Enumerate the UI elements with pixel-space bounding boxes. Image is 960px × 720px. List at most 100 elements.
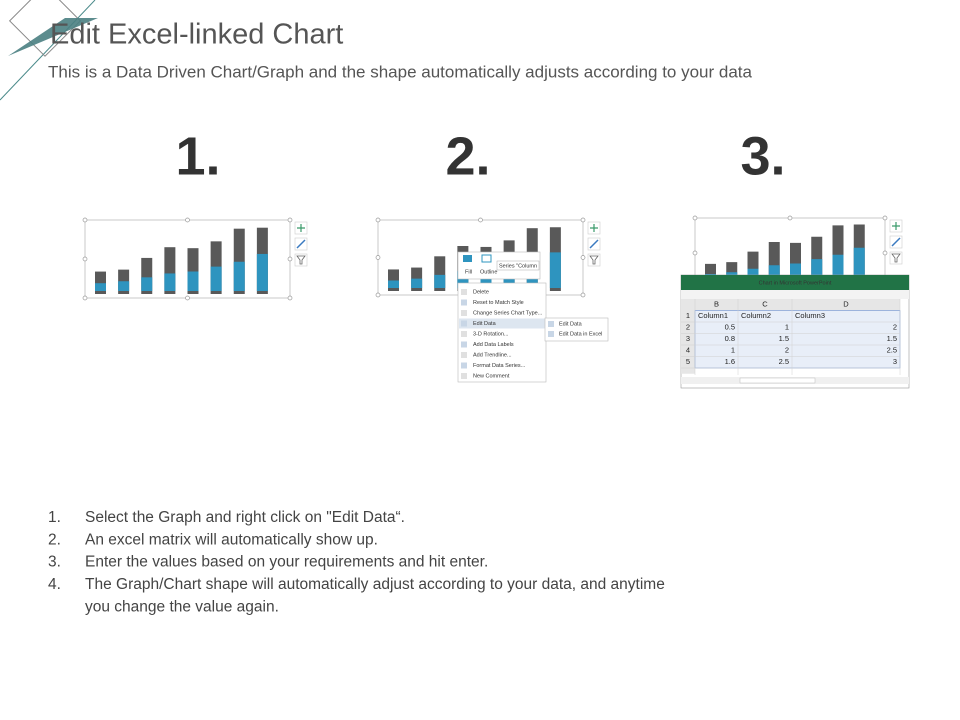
- bar-illustration: [747, 251, 759, 284]
- title-bar: [681, 275, 909, 290]
- bar-illustration: [164, 247, 176, 294]
- handle: [787, 215, 793, 221]
- handle: [692, 250, 698, 256]
- handle: [580, 292, 586, 298]
- scroll-thumb: [739, 377, 816, 384]
- menu-icon: [461, 331, 467, 337]
- bar-illustration: [790, 242, 801, 284]
- row-number: 1: [686, 311, 690, 320]
- column-header: C: [762, 300, 768, 309]
- row-number: 5: [686, 357, 690, 366]
- window-title: Chart in Microsoft PowerPoint: [759, 280, 832, 286]
- menu-icon: [461, 299, 467, 306]
- row-number: 3: [686, 334, 690, 343]
- bar-illustration: [705, 263, 716, 284]
- menu-item: Add Trendline...: [473, 352, 512, 358]
- submenu-box: [544, 317, 609, 342]
- bar-illustration: [388, 269, 399, 291]
- plus-icon: [892, 222, 900, 230]
- menu-item: Add Data Labels: [473, 342, 514, 348]
- menu-icon: [461, 362, 467, 369]
- cell: 2: [893, 323, 897, 332]
- list-text-line: you change the value again.: [85, 598, 279, 615]
- cell: 3: [893, 357, 897, 366]
- menu-item: Reset to Match Style: [473, 300, 524, 306]
- handle: [580, 217, 586, 223]
- cell: Column3: [795, 311, 825, 320]
- filter-icon: [891, 253, 901, 263]
- cell: 1.6: [725, 357, 735, 366]
- handle: [287, 256, 293, 262]
- list-marker: 3.: [48, 554, 61, 571]
- list-text: The Graph/Chart shape will automatically…: [85, 576, 665, 616]
- list-marker: 1.: [48, 509, 61, 526]
- handle: [478, 217, 483, 223]
- menu-icon: [548, 321, 554, 327]
- bar-illustration: [256, 253, 268, 291]
- menu-highlight: [459, 318, 545, 329]
- row-number: 4: [686, 346, 690, 355]
- menu-icon: [461, 373, 467, 379]
- header-row: [681, 299, 900, 311]
- bar-illustration: [768, 265, 780, 281]
- bar-illustration: [832, 254, 844, 281]
- brush-icon: [589, 239, 599, 249]
- handle: [287, 295, 293, 301]
- list-text: An excel matrix will automatically show …: [85, 531, 378, 548]
- submenu-item: Edit Data in Excel: [559, 331, 602, 337]
- bar-illustration: [388, 280, 399, 288]
- step-number: 2.: [445, 126, 490, 186]
- handle: [82, 217, 88, 223]
- handle: [882, 250, 888, 256]
- list-marker: 4.: [48, 576, 61, 593]
- bar-illustration: [233, 261, 245, 291]
- bar-illustration: [164, 273, 176, 291]
- list-text-line: The Graph/Chart shape will automatically…: [85, 576, 665, 593]
- cell: 2.5: [887, 346, 897, 355]
- menu-icon: [461, 320, 467, 327]
- handle: [287, 217, 293, 223]
- toolbar-label: Outline: [480, 269, 497, 275]
- bar-illustration: [141, 277, 153, 291]
- bar-illustration: [790, 263, 801, 281]
- bar-illustration: [95, 283, 106, 291]
- excel-window: Chart in Microsoft PowerPoint B C D 1 Column1…: [680, 274, 910, 389]
- bar-illustration: [768, 242, 780, 284]
- outline-icon: [481, 254, 492, 263]
- menu-box: [457, 282, 547, 383]
- title: Edit Excel-linked Chart: [50, 19, 343, 51]
- toolbar-label: Series "Column: [499, 263, 537, 269]
- cell: 1.5: [779, 334, 789, 343]
- bar-illustration: [853, 247, 865, 281]
- handle: [82, 295, 88, 301]
- menu-item: Format Data Series...: [473, 363, 526, 369]
- column-header: B: [714, 300, 719, 309]
- header-col: [681, 299, 695, 374]
- cell: 0.5: [725, 323, 735, 332]
- menu-icon: [461, 341, 467, 348]
- cell: 0.8: [725, 334, 735, 343]
- filter-icon: [296, 255, 306, 265]
- toolbar-label: Fill: [465, 269, 472, 275]
- bar-illustration: [411, 278, 423, 288]
- cell: 1: [785, 323, 789, 332]
- fill-icon: [463, 255, 472, 262]
- handle: [580, 255, 586, 260]
- brush-icon: [891, 237, 901, 247]
- column-header: D: [843, 300, 849, 309]
- bar-illustration: [141, 257, 153, 294]
- menu-item: Change Series Chart Type...: [473, 310, 543, 316]
- bar-illustration: [95, 271, 106, 294]
- selection: [694, 310, 901, 369]
- brush-icon: [296, 239, 306, 249]
- bar-illustration: [187, 248, 199, 294]
- submenu-item: Edit Data: [559, 321, 583, 327]
- handle: [82, 256, 88, 262]
- bar-illustration: [210, 266, 222, 291]
- corner-decoration: [0, 0, 98, 101]
- list-text: Select the Graph and right click on "Edi…: [85, 509, 405, 526]
- step-number: 3.: [740, 126, 785, 186]
- bar-illustration: [434, 256, 446, 291]
